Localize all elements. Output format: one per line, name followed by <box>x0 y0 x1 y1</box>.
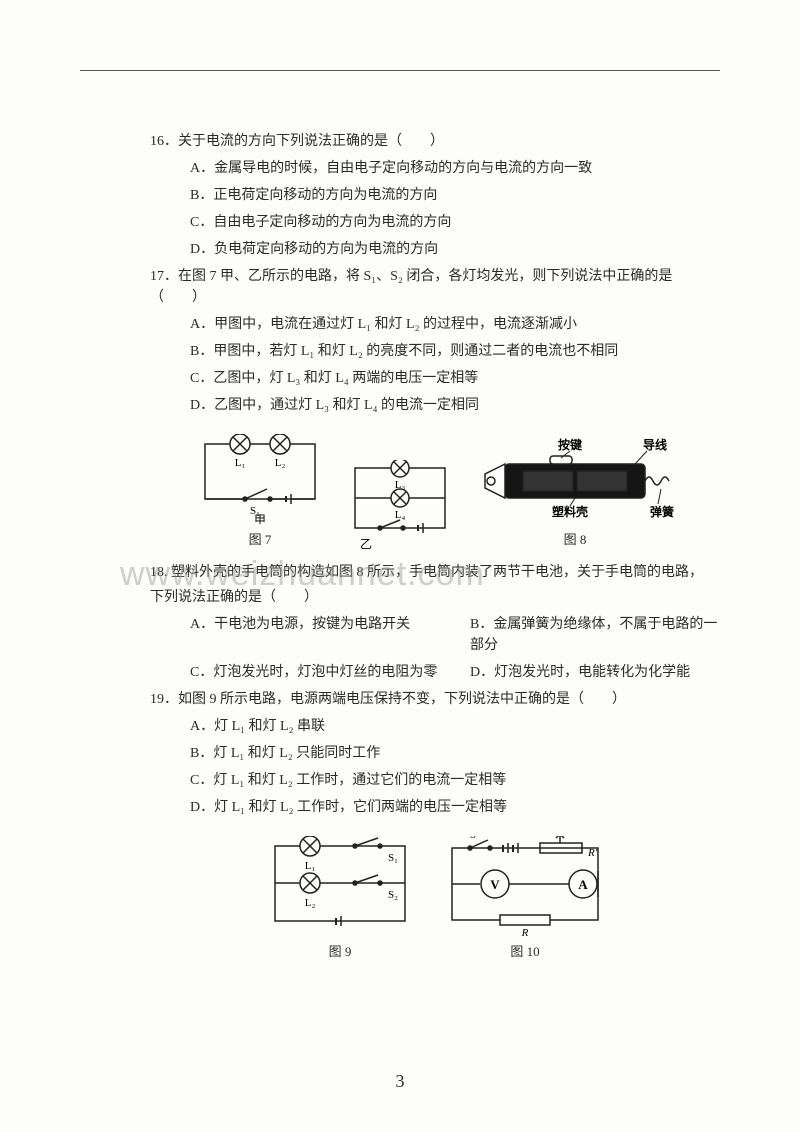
circuit-fig10-icon: S P R′ V A R <box>440 836 610 936</box>
label-yi: 乙 <box>360 537 372 550</box>
label-l1: L₁ <box>235 457 246 469</box>
q18-stem: 18. 塑料外壳的手电筒的构造如图 8 所示，手电筒内装了两节干电池，关于手电筒… <box>150 562 720 583</box>
q17-c: C．乙图中，灯 L₃ 和灯 L₄ 两端的电压一定相等 <box>190 368 720 389</box>
q17-stem: 17．在图 7 甲、乙所示的电路，将 S₁、S₂ 闭合，各灯均发光，则下列说法中… <box>150 266 720 308</box>
fig10-caption: 图 10 <box>440 942 610 962</box>
label-shell: 塑料壳 <box>552 504 588 519</box>
label-l1b: L₁ <box>305 860 316 872</box>
label-l3: L₃ <box>395 479 406 491</box>
flashlight-icon: 按键 导线 弹簧 塑料壳 <box>475 434 675 524</box>
label-a: A <box>578 877 588 892</box>
label-l4: L₄ <box>395 509 406 521</box>
q16-d: D．负电荷定向移动的方向为电流的方向 <box>190 239 720 260</box>
q16-c: C．自由电子定向移动的方向为电流的方向 <box>190 212 720 233</box>
page-number: 3 <box>396 1071 405 1092</box>
label-button: 按键 <box>558 437 582 452</box>
q17-b: B．甲图中，若灯 L₁ 和灯 L₂ 的亮度不同，则通过二者的电流也不相同 <box>190 341 720 362</box>
label-rp: R′ <box>587 847 598 859</box>
label-l2b: L₂ <box>305 897 316 909</box>
q18-c: C．灯泡发光时，灯泡中灯丝的电阻为零 <box>190 662 440 683</box>
content-area: 16．关于电流的方向下列说法正确的是（ ） A．金属导电的时候，自由电子定向移动… <box>80 131 720 961</box>
label-s: S <box>470 836 476 841</box>
q17-a: A．甲图中，电流在通过灯 L₁ 和灯 L₂ 的过程中，电流逐渐减小 <box>190 314 720 335</box>
figure-row-2: L₁ S₁ L₂ S₂ 图 9 <box>150 836 720 962</box>
label-l2: L₂ <box>275 457 286 469</box>
q16-stem: 16．关于电流的方向下列说法正确的是（ ） <box>150 131 720 152</box>
label-s1b: S₁ <box>388 852 398 864</box>
fig7-caption: 图 7 <box>195 530 325 550</box>
q19-stem: 19．如图 9 所示电路，电源两端电压保持不变，下列说法中正确的是（ ） <box>150 689 720 710</box>
label-spring: 弹簧 <box>650 504 674 519</box>
q19-d: D．灯 L₁ 和灯 L₂ 工作时，它们两端的电压一定相等 <box>190 797 720 818</box>
label-jia: 甲 <box>254 513 266 524</box>
q18-b: B．金属弹簧为绝缘体，不属于电路的一部分 <box>470 614 720 656</box>
circuit-fig9-icon: L₁ S₁ L₂ S₂ <box>260 836 420 936</box>
q17-d: D．乙图中，通过灯 L₃ 和灯 L₄ 的电流一定相同 <box>190 395 720 416</box>
circuit-fig7b-icon: L₃ L₄ 乙 <box>345 460 455 550</box>
fig7-jia: L₁ L₂ S₁ 甲 图 7 <box>195 434 325 550</box>
q18-stem2: 下列说法正确的是（ ） <box>150 587 720 608</box>
q19-c: C．灯 L₁ 和灯 L₂ 工作时，通过它们的电流一定相等 <box>190 770 720 791</box>
label-wire: 导线 <box>643 437 667 452</box>
fig7-yi: L₃ L₄ 乙 <box>345 460 455 550</box>
label-v: V <box>490 877 500 892</box>
circuit-fig7a-icon: L₁ L₂ S₁ 甲 <box>195 434 325 524</box>
fig9-caption: 图 9 <box>260 942 420 962</box>
fig10: S P R′ V A R 图 10 <box>440 836 610 962</box>
q18-d: D．灯泡发光时，电能转化为化学能 <box>470 662 720 683</box>
q18-row1: A．干电池为电源，按键为电路开关 B．金属弹簧为绝缘体，不属于电路的一部分 <box>190 614 720 656</box>
q16-a: A．金属导电的时候，自由电子定向移动的方向与电流的方向一致 <box>190 158 720 179</box>
fig8: 按键 导线 弹簧 塑料壳 图 8 <box>475 434 675 550</box>
top-rule <box>80 70 720 71</box>
fig9: L₁ S₁ L₂ S₂ 图 9 <box>260 836 420 962</box>
q19-b: B．灯 L₁ 和灯 L₂ 只能同时工作 <box>190 743 720 764</box>
label-r: R <box>521 927 529 936</box>
q16-b: B．正电荷定向移动的方向为电流的方向 <box>190 185 720 206</box>
exam-page: 16．关于电流的方向下列说法正确的是（ ） A．金属导电的时候，自由电子定向移动… <box>0 0 800 1132</box>
q19-a: A．灯 L₁ 和灯 L₂ 串联 <box>190 716 720 737</box>
q18-a: A．干电池为电源，按键为电路开关 <box>190 614 440 656</box>
label-s2b: S₂ <box>388 889 398 901</box>
figure-row-1: L₁ L₂ S₁ 甲 图 7 <box>150 434 720 550</box>
q18-row2: C．灯泡发光时，灯泡中灯丝的电阻为零 D．灯泡发光时，电能转化为化学能 <box>190 662 720 683</box>
fig8-caption: 图 8 <box>475 530 675 550</box>
